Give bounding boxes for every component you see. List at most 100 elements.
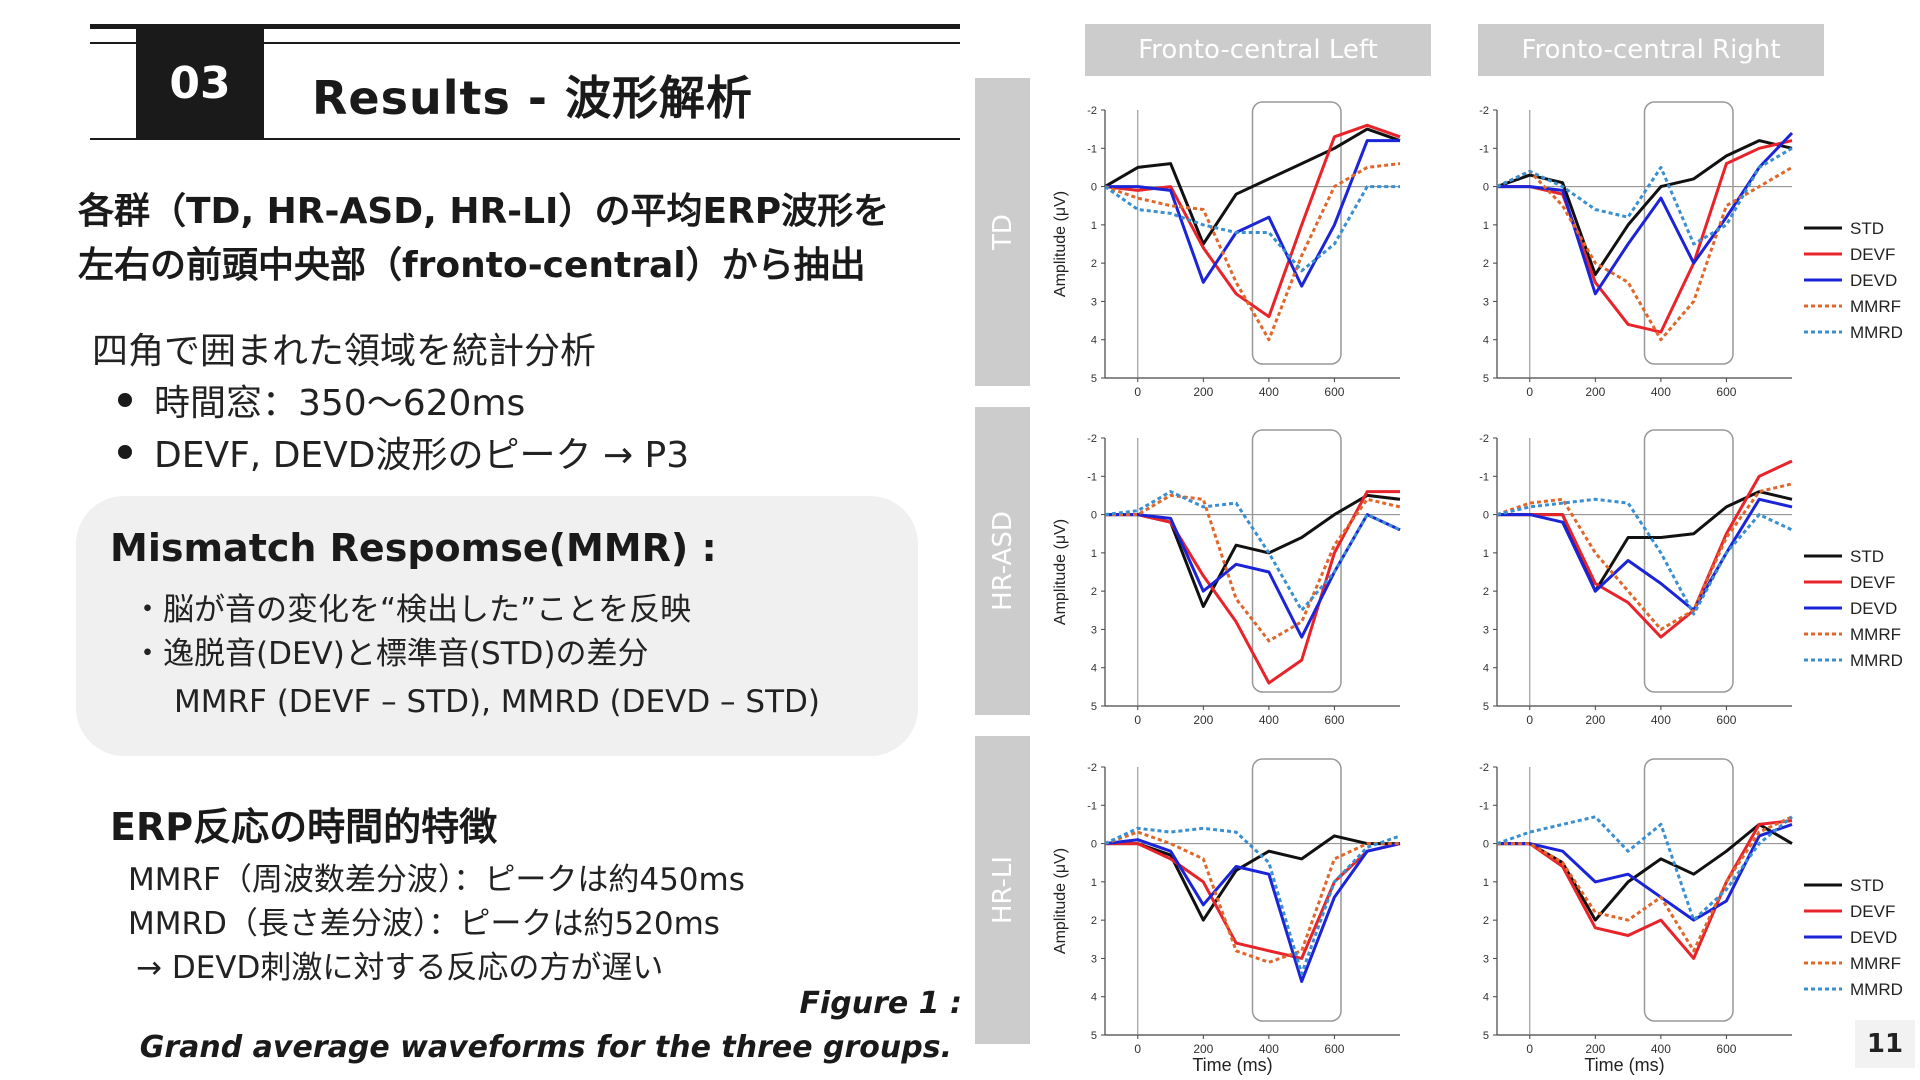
page-title: Results - 波形解析 xyxy=(312,71,754,125)
series-line-mmrf xyxy=(1497,815,1793,953)
legend-label: STD xyxy=(1850,876,1884,895)
series-line-devd xyxy=(1105,139,1400,288)
y-tick-label: 3 xyxy=(1091,953,1097,965)
analysis-window-box xyxy=(1643,758,1734,1022)
x-tick-label: 200 xyxy=(1585,1042,1605,1056)
series-line-std xyxy=(1104,127,1401,246)
analysis-intro: 四角で囲まれた領域を統計分析 xyxy=(92,331,597,372)
y-axis-label: Amplitude (μV) xyxy=(1052,191,1069,297)
x-tick-label: 400 xyxy=(1259,385,1279,399)
legend-label: MMRD xyxy=(1850,651,1903,670)
legend-label: DEVD xyxy=(1850,599,1897,618)
y-tick-label: 4 xyxy=(1091,663,1097,675)
header-rule-top xyxy=(90,24,960,29)
chart-panel: -2 -1 0 1 2 3 4 5 0 200 400 600 Amplitude (μV) xyxy=(1052,101,1401,399)
legend-label: STD xyxy=(1850,219,1884,238)
mmr-formula: MMRF (DEVF – STD), MMRD (DEVD – STD) xyxy=(174,684,820,720)
series-line-mmrd xyxy=(1104,826,1401,976)
y-tick-label: 0 xyxy=(1091,839,1097,851)
x-tick-label: 600 xyxy=(1716,1042,1736,1056)
y-tick-label: 2 xyxy=(1483,258,1489,270)
y-tick-label: 5 xyxy=(1483,1030,1489,1042)
x-tick-label: 400 xyxy=(1259,713,1279,727)
y-tick-label: 1 xyxy=(1483,220,1489,232)
y-tick-label: -1 xyxy=(1087,471,1097,483)
x-tick-label: 0 xyxy=(1134,1042,1141,1056)
y-tick-label: 5 xyxy=(1483,373,1489,385)
series-line-mmrf xyxy=(1105,493,1401,643)
erp-line: MMRF（周波数差分波）：ピークは約450ms xyxy=(128,862,745,898)
page-number: 11 xyxy=(1855,1020,1915,1068)
legend-label: DEVF xyxy=(1850,573,1895,592)
y-tick-label: 3 xyxy=(1483,624,1489,636)
x-tick-label: 200 xyxy=(1193,385,1213,399)
x-tick-label: 0 xyxy=(1134,385,1141,399)
y-tick-label: 1 xyxy=(1483,548,1489,560)
legend-label: DEVD xyxy=(1850,271,1897,290)
series-line-devf xyxy=(1497,139,1793,334)
y-tick-label: 1 xyxy=(1091,548,1097,560)
x-tick-label: 600 xyxy=(1716,385,1736,399)
chart-panel: -2 -1 0 1 2 3 4 5 0 200 400 600 STD DEVF DEVD MMRF MMRD xyxy=(1479,101,1903,399)
y-tick-label: 3 xyxy=(1091,624,1097,636)
x-tick-label: 400 xyxy=(1651,713,1671,727)
x-tick-label: 400 xyxy=(1651,1042,1671,1056)
y-tick-label: 1 xyxy=(1483,877,1489,889)
series-line-std xyxy=(1496,139,1793,277)
header-rule-bottom xyxy=(90,138,960,140)
legend-label: STD xyxy=(1850,547,1884,566)
series-line-std xyxy=(1105,834,1400,922)
section-number: 03 xyxy=(136,28,264,138)
legend-label: MMRD xyxy=(1850,980,1903,999)
chart-panel: -2 -1 0 1 2 3 4 5 0 200 400 600 Time (ms) STD DEVF DEVD… xyxy=(1479,758,1903,1075)
x-axis-label: Time (ms) xyxy=(1584,1055,1664,1075)
erp-line: MMRD（長さ差分波）：ピークは約520ms xyxy=(128,906,720,942)
y-tick-label: 2 xyxy=(1091,915,1097,927)
mmr-callout-box xyxy=(76,496,918,756)
bullet-text: DEVF, DEVD波形のピーク → P3 xyxy=(154,435,690,476)
y-tick-label: 2 xyxy=(1483,915,1489,927)
y-tick-label: 3 xyxy=(1091,296,1097,308)
row-header-hr-li: HR-LI xyxy=(975,736,1030,1044)
x-axis-label: Time (ms) xyxy=(1192,1055,1272,1075)
y-tick-label: 0 xyxy=(1091,510,1097,522)
y-tick-label: 0 xyxy=(1091,182,1097,194)
x-tick-label: 600 xyxy=(1716,713,1736,727)
y-tick-label: -2 xyxy=(1479,433,1489,445)
series-line-devd xyxy=(1104,838,1401,983)
legend-label: DEVF xyxy=(1850,902,1895,921)
y-tick-label: -2 xyxy=(1087,105,1097,117)
y-tick-label: -1 xyxy=(1479,800,1489,812)
chart-panel: -2 -1 0 1 2 3 4 5 0 200 400 600 Amplitude (μV) Time (… xyxy=(1052,758,1401,1075)
y-tick-label: 4 xyxy=(1091,335,1097,347)
x-tick-label: 600 xyxy=(1324,1042,1344,1056)
y-tick-label: -2 xyxy=(1087,762,1097,774)
series-line-mmrd xyxy=(1496,497,1793,616)
row-header-hr-asd: HR-ASD xyxy=(975,407,1030,715)
mmr-line: ・脳が音の変化を“検出した”ことを反映 xyxy=(132,592,692,628)
y-axis-label: Amplitude (μV) xyxy=(1052,848,1069,954)
y-tick-label: 4 xyxy=(1483,663,1489,675)
column-header-left: Fronto-central Left xyxy=(1085,24,1431,76)
y-tick-label: -1 xyxy=(1087,800,1097,812)
analysis-window-box xyxy=(1643,101,1734,365)
y-tick-label: 2 xyxy=(1483,586,1489,598)
bullet-item: 時間窓：350～620ms xyxy=(118,374,525,426)
figure-caption-text: Grand average waveforms for the three gr… xyxy=(139,1030,952,1065)
analysis-window-box xyxy=(1643,429,1734,693)
analysis-window-box xyxy=(1251,758,1342,1022)
y-tick-label: 3 xyxy=(1483,953,1489,965)
series-line-mmrd xyxy=(1496,147,1793,246)
legend-label: MMRF xyxy=(1850,297,1901,316)
y-tick-label: 5 xyxy=(1091,1030,1097,1042)
y-tick-label: -2 xyxy=(1087,433,1097,445)
series-line-mmrf xyxy=(1496,166,1793,342)
y-tick-label: 4 xyxy=(1091,992,1097,1004)
y-tick-label: -2 xyxy=(1479,762,1489,774)
erp-line: → DEVD刺激に対する反応の方が遅い xyxy=(136,950,664,986)
bullet-item: DEVF, DEVD波形のピーク → P3 xyxy=(118,426,689,478)
y-tick-label: 4 xyxy=(1483,335,1489,347)
series-line-devf xyxy=(1497,819,1793,960)
mmr-title: Mismatch Respomse(MMR) : xyxy=(110,526,717,570)
